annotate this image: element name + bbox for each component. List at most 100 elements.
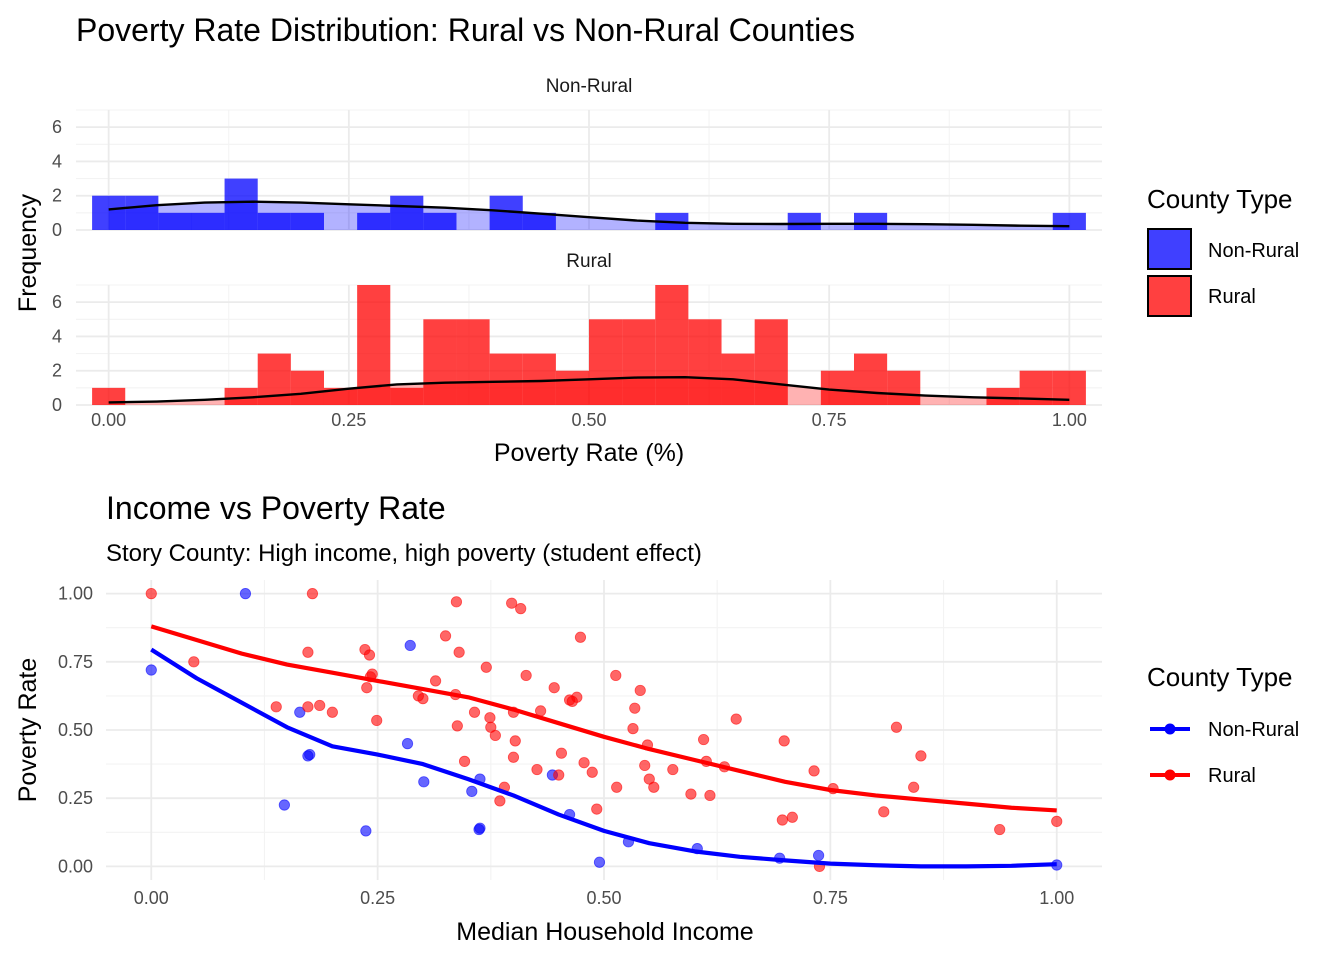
y-tick-label: 0.75 [58,652,93,672]
scatter-point-rural [453,646,465,658]
histogram-y-axis-title: Frequency [14,193,42,312]
scatter-point-rural [634,684,646,697]
scatter-y-axis-title: Poverty Rate [14,658,42,803]
scatter-point-rural [439,630,452,642]
scatter-point-rural [878,806,890,818]
legend-label-rural: Rural [1208,286,1256,308]
y-tick-label: 2 [52,361,62,381]
scatter-point-rural [915,750,927,762]
scatter-point-rural [326,706,338,718]
scatter-point-rural [611,781,623,793]
y-tick-label: 0.00 [58,856,93,876]
scatter-point-rural [520,669,532,682]
x-tick-label: 0.00 [91,410,126,430]
scatter-point-rural [302,701,314,713]
histogram-bar-rural [489,353,523,405]
scatter-panel: 0.00 0.25 0.50 0.75 1.00 0.00 0.25 0.50 0.75 1.00 [58,580,1102,908]
histogram-bar-rural [588,319,623,405]
x-tick-label: 0.75 [812,410,847,430]
x-tick-label: 0.50 [571,410,606,430]
scatter-point-non-rural [593,856,606,868]
histogram-bar-rural [224,387,258,405]
scatter-point-rural [685,788,697,800]
histogram-panel-rural: 0 2 4 6 [52,284,1102,415]
scatter-legend-label-non-rural: Non-Rural [1208,719,1299,741]
y-tick-label: 0.25 [58,788,93,808]
scatter-point-rural [429,675,442,687]
scatter-point-rural [730,713,742,725]
x-tick-label: 1.00 [1052,410,1087,430]
histogram-bar-non-rural [423,212,457,230]
x-tick-label: 0.75 [813,888,848,908]
scatter-point-non-rural [404,639,416,652]
scatter-point-rural [786,811,798,823]
scatter-point-rural [506,597,518,609]
scatter-point-rural [302,646,314,658]
y-tick-label: 0 [52,395,62,415]
scatter-point-non-rural [401,738,414,750]
histogram-bar-rural [887,370,921,405]
x-tick-label: 0.25 [331,410,366,430]
scatter-point-rural [480,661,492,673]
scatter-point-rural [627,723,639,735]
smooth-line-non-rural [150,647,1057,869]
scatter-point-rural [188,656,200,668]
scatter-point-rural [555,747,568,759]
y-tick-label: 2 [52,186,62,206]
histogram-bar-non-rural [158,212,192,230]
scatter-legend: County Type Non-Rural Rural [1147,662,1299,787]
scatter-point-rural [314,699,326,712]
histogram-bar-non-rural [787,212,821,230]
scatter-chart-subtitle: Story County: High income, high poverty … [106,540,702,567]
scatter-point-rural [484,712,496,724]
scatter-point-rural [450,596,463,608]
scatter-point-non-rural [294,706,306,718]
histogram-bar-non-rural [390,195,424,230]
histogram-legend: County Type Non-Rural Rural [1147,184,1299,317]
histogram-bar-rural [622,319,656,405]
scatter-point-rural [494,795,506,807]
scatter-point-non-rural [304,748,316,761]
scatter-point-rural [908,781,920,793]
histogram-bar-non-rural [290,212,324,230]
scatter-point-rural [515,603,527,615]
scatter-point-rural [776,814,788,826]
scatter-point-non-rural [278,799,290,811]
histogram-bar-rural [754,319,788,405]
y-tick-label: 6 [52,117,62,137]
scatter-point-rural [468,706,481,718]
scatter-point-rural [451,720,463,732]
histogram-bar-rural [655,285,689,405]
histogram-bar-rural [423,319,457,405]
smooth-line-rural [150,624,1057,813]
scatter-legend-title: County Type [1147,662,1293,692]
histogram-bar-non-rural [257,212,291,230]
scatter-point-non-rural [239,588,252,600]
scatter-point-rural [553,769,565,781]
histogram-bar-non-rural [125,195,159,230]
scatter-point-non-rural [812,849,825,862]
scatter-point-non-rural [145,664,157,676]
scatter-point-non-rural [474,822,486,834]
scatter-point-rural [610,669,622,682]
histogram-bar-rural [522,353,556,405]
legend-point-non-rural [1164,723,1176,735]
scatter-point-rural [704,789,716,802]
scatter-point-rural [458,755,471,767]
scatter-point-rural [509,735,521,747]
scatter-point-rural [548,682,560,694]
y-tick-label: 1.00 [58,584,93,604]
scatter-point-rural [145,588,157,600]
scatter-point-rural [489,729,501,742]
histogram-bar-rural [986,387,1020,405]
x-tick-label: 0.50 [586,888,621,908]
scatter-point-rural [808,765,820,777]
scatter-point-rural [578,757,590,769]
scatter-point-non-rural [418,776,430,788]
histogram-bar-non-rural [357,212,391,230]
histogram-x-axis-title: Poverty Rate (%) [494,439,684,467]
scatter-point-rural [591,803,603,815]
histogram-bar-non-rural [854,212,888,230]
histogram-bar-non-rural [522,212,556,230]
scatter-point-rural [667,763,679,776]
